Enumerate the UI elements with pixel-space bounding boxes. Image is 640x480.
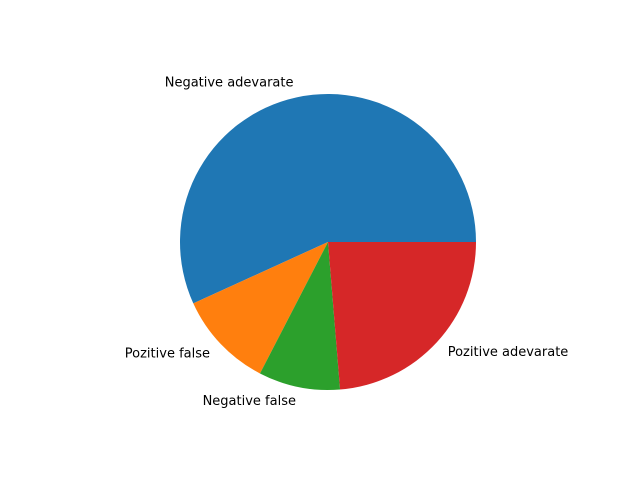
pie-slice-negative-false	[259, 242, 341, 390]
pie-label-negative-adevarate: Negative adevarate	[165, 75, 294, 90]
pie-label-negative-false: Negative false	[203, 394, 296, 409]
pie-label-pozitive-false: Pozitive false	[125, 347, 210, 362]
pie-slices	[180, 94, 477, 390]
pie-label-pozitive-adevarate: Pozitive adevarate	[448, 345, 569, 360]
pie-slice-pozitive-adevarate	[328, 242, 476, 390]
pie-slice-pozitive-false	[193, 242, 328, 374]
pie-slice-negative-adevarate	[180, 94, 477, 304]
pie-labels: Negative adevarate Pozitive false Negative…	[125, 75, 569, 409]
